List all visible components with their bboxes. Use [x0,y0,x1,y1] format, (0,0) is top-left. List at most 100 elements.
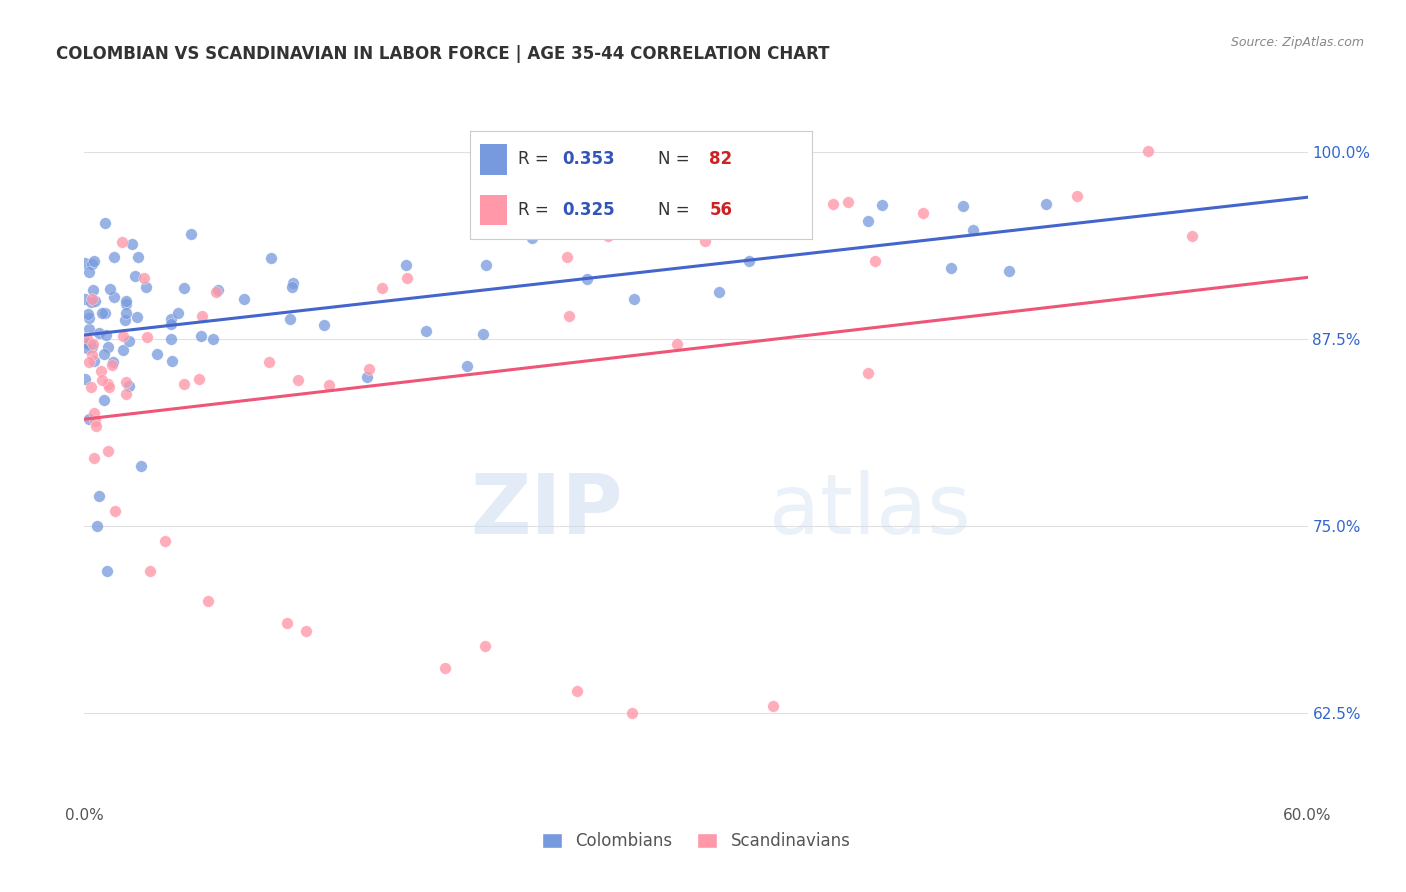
Point [1066,189,1088,203]
Point [565,683,588,698]
Point [93,347,115,361]
Text: COLOMBIAN VS SCANDINAVIAN IN LABOR FORCE | AGE 35-44 CORRELATION CHART: COLOMBIAN VS SCANDINAVIAN IN LABOR FORCE… [56,45,830,62]
Point [312,318,335,333]
Point [865,254,887,268]
Point [135,280,157,294]
Point [738,254,761,268]
Point [159,312,181,326]
Point [205,285,228,300]
Point [77,265,100,279]
Point [856,214,879,228]
Point [762,698,785,713]
Point [129,459,152,474]
Point [190,309,212,323]
Point [415,324,437,338]
Point [623,293,645,307]
Point [145,347,167,361]
Point [79,310,101,325]
Point [96,564,118,578]
Point [79,336,101,351]
Point [82,283,104,297]
Point [197,594,219,608]
Point [281,280,304,294]
Point [75,255,97,269]
Point [870,198,893,212]
Point [104,504,127,518]
Point [456,359,478,373]
Point [103,290,125,304]
Point [115,293,138,308]
Point [103,250,125,264]
Point [207,283,229,297]
Point [76,336,98,351]
Point [1180,229,1202,244]
Point [555,250,578,264]
Point [160,317,183,331]
Point [127,251,149,265]
Point [82,348,104,362]
Point [87,489,110,503]
Point [124,268,146,283]
Point [76,331,98,345]
Point [83,253,105,268]
Point [188,372,211,386]
Point [621,706,644,720]
Point [89,326,111,340]
Point [98,282,121,296]
Point [318,378,340,392]
Point [287,373,309,387]
Point [136,330,159,344]
Point [114,313,136,327]
Point [1136,145,1159,159]
Point [76,342,98,356]
Point [110,235,132,250]
Point [114,306,136,320]
Point [77,321,100,335]
Point [558,310,581,324]
Point [1035,197,1057,211]
Point [118,334,141,348]
Point [598,228,620,243]
Point [522,231,544,245]
Point [80,257,103,271]
Point [396,271,419,285]
Point [77,355,100,369]
Point [821,197,844,211]
Point [83,450,105,465]
Point [575,272,598,286]
Point [434,661,457,675]
Point [952,199,974,213]
Point [359,362,381,376]
Point [79,380,101,394]
Point [837,195,859,210]
Point [202,332,225,346]
Point [97,340,120,354]
Point [112,343,135,357]
Point [94,216,117,230]
Point [97,377,120,392]
Point [79,411,101,425]
Point [962,223,984,237]
Point [121,237,143,252]
Point [939,261,962,276]
Point [90,364,112,378]
Point [276,616,298,631]
Point [93,306,115,320]
Point [180,227,202,241]
Point [86,519,108,533]
Point [474,639,496,653]
Point [111,328,134,343]
Point [82,340,104,354]
Point [91,306,114,320]
Point [115,297,138,311]
Point [912,205,935,219]
Point [257,354,280,368]
Point [73,371,96,385]
Text: Source: ZipAtlas.com: Source: ZipAtlas.com [1230,36,1364,49]
Point [94,327,117,342]
Point [91,373,114,387]
Point [371,281,394,295]
Point [190,329,212,343]
Point [80,295,103,310]
Point [138,564,160,578]
